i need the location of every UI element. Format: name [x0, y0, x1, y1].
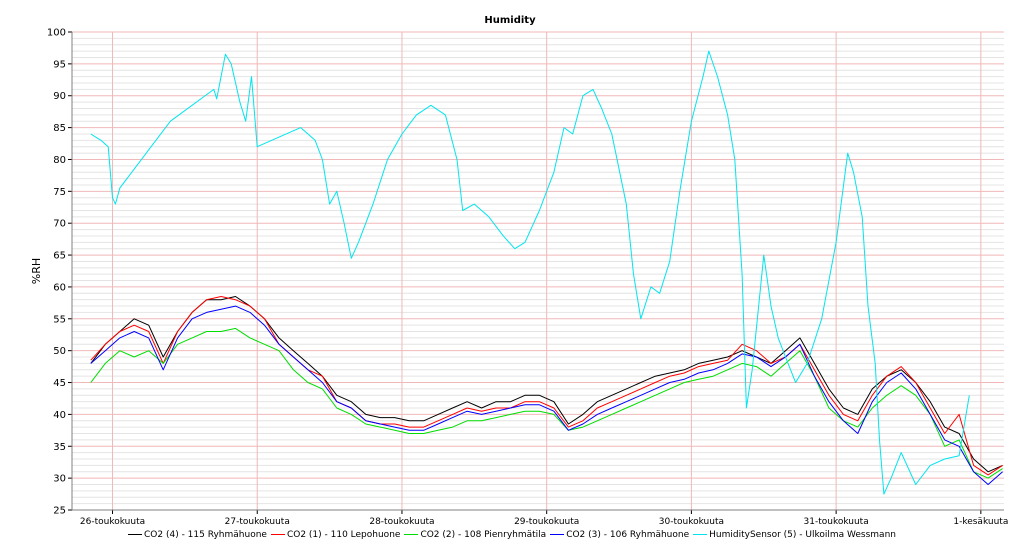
x-tick-label: 31-toukokuuta — [804, 517, 869, 527]
y-tick-label: 35 — [53, 442, 66, 453]
legend-item: CO2 (3) - 106 Ryhmähuone — [550, 530, 689, 540]
legend-item: CO2 (2) - 108 Pienryhmätila — [404, 530, 546, 540]
series-line — [90, 50, 970, 495]
y-tick-label: 65 — [53, 251, 66, 262]
y-tick-label: 85 — [53, 123, 66, 134]
y-tick-label: 70 — [53, 219, 66, 230]
plot-area — [72, 32, 1004, 510]
x-tick-label: 27-toukokuuta — [225, 517, 290, 527]
x-tick-label: 29-toukokuuta — [514, 517, 579, 527]
series-1 — [90, 296, 1003, 473]
series-5 — [90, 50, 970, 495]
legend-label: HumiditySensor (5) - Ulkoilma Wessmann — [709, 530, 896, 540]
series-4 — [90, 305, 1003, 485]
series-line — [90, 305, 1003, 485]
series-line — [90, 296, 1003, 473]
x-tick-label: 28-toukokuuta — [369, 517, 434, 527]
y-tick-label: 25 — [53, 506, 66, 517]
legend-label: CO2 (3) - 106 Ryhmähuone — [566, 530, 690, 540]
legend: CO2 (4) - 115 Ryhmähuone CO2 (1) - 110 Le… — [0, 530, 1024, 540]
y-tick-label: 90 — [53, 91, 66, 102]
x-tick-label: 30-toukokuuta — [659, 517, 724, 527]
legend-label: CO2 (1) - 110 Lepohuone — [286, 530, 401, 540]
legend-swatch — [693, 534, 708, 535]
y-tick-label: 40 — [53, 410, 66, 421]
y-tick-label: 95 — [53, 59, 66, 70]
legend-item: CO2 (4) - 115 Ryhmähuone — [128, 530, 267, 540]
chart-canvas: Humidity %RH 25 30 35 40 45 50 55 60 65 70 75 80 85 9… — [30, 15, 1008, 527]
y-tick-label: 80 — [53, 155, 66, 166]
y-tick-label: 100 — [47, 28, 66, 39]
legend-label: CO2 (2) - 108 Pienryhmätila — [420, 530, 547, 540]
legend-swatch — [550, 534, 565, 535]
legend-label: CO2 (4) - 115 Ryhmähuone — [144, 530, 267, 540]
x-tick-label: 26-toukokuuta — [80, 517, 145, 527]
x-tick-label: 1-kesäkuuta — [953, 517, 1008, 527]
y-tick-label: 30 — [53, 474, 66, 485]
legend-swatch — [128, 534, 142, 535]
y-tick-label: 50 — [53, 346, 66, 357]
series-3 — [90, 327, 1003, 479]
y-tick-label: 60 — [53, 282, 66, 293]
y-tick-label: 45 — [53, 378, 66, 389]
legend-item: HumiditySensor (5) - Ulkoilma Wessmann — [693, 530, 896, 540]
series-line — [90, 327, 1003, 479]
y-axis-label: %RH — [30, 258, 43, 284]
legend-item: CO2 (1) - 110 Lepohuone — [270, 530, 401, 540]
legend-swatch — [270, 534, 285, 535]
chart-title: Humidity — [484, 15, 536, 26]
y-tick-label: 55 — [53, 314, 66, 325]
series-2 — [90, 296, 1003, 476]
legend-swatch — [404, 534, 419, 535]
series-line — [90, 296, 1003, 476]
y-tick-label: 75 — [53, 187, 66, 198]
